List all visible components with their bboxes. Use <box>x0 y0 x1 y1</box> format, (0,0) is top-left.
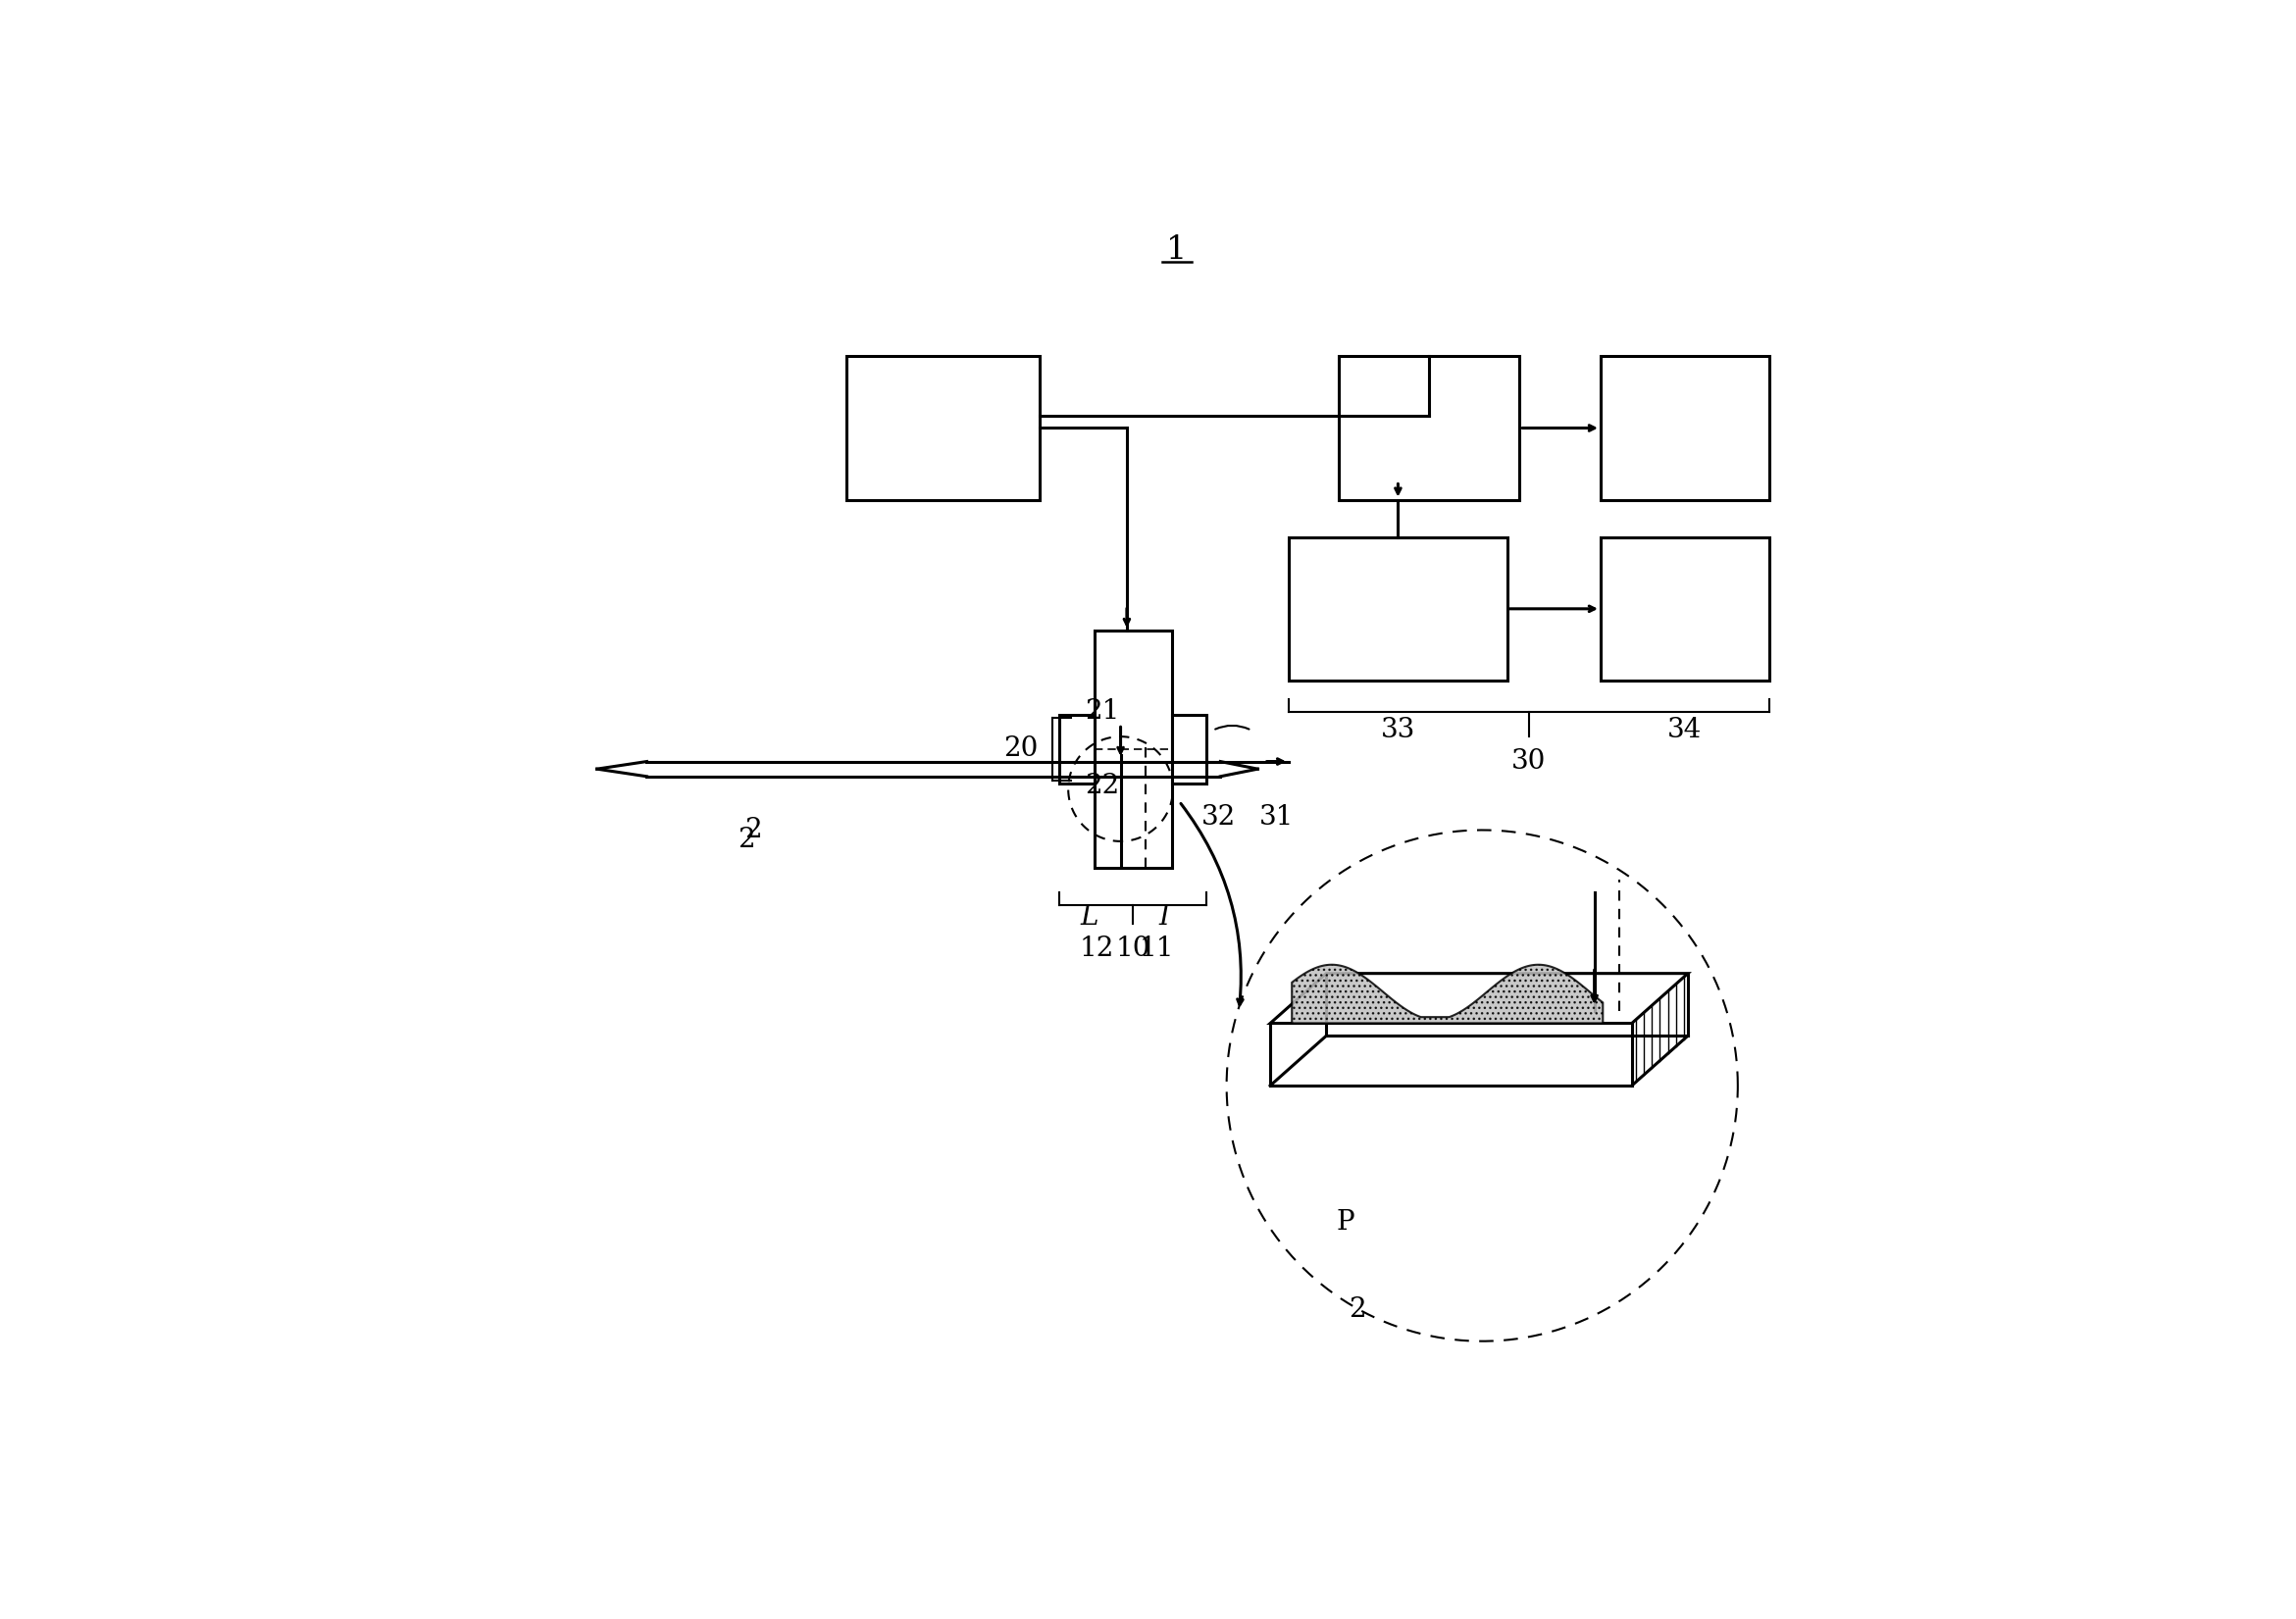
Text: 2: 2 <box>744 818 762 843</box>
Text: 30: 30 <box>1511 748 1545 776</box>
Text: 20: 20 <box>1003 735 1038 763</box>
FancyBboxPatch shape <box>1095 631 1171 868</box>
Polygon shape <box>1293 965 1603 1023</box>
Text: 33: 33 <box>1380 717 1414 743</box>
Polygon shape <box>1270 973 1688 1023</box>
FancyBboxPatch shape <box>1058 714 1095 784</box>
Text: 2: 2 <box>1348 1297 1366 1323</box>
Text: 32: 32 <box>1201 805 1235 831</box>
Text: 2: 2 <box>737 827 755 853</box>
Text: 10: 10 <box>1116 936 1150 962</box>
FancyBboxPatch shape <box>1288 538 1506 680</box>
Text: 34: 34 <box>1667 717 1701 743</box>
Text: 22: 22 <box>1084 774 1118 800</box>
Text: P: P <box>1336 1209 1355 1235</box>
Text: 12: 12 <box>1079 936 1114 962</box>
FancyBboxPatch shape <box>1600 356 1768 500</box>
FancyBboxPatch shape <box>847 356 1040 500</box>
FancyBboxPatch shape <box>1600 538 1768 680</box>
Text: L: L <box>1081 903 1097 931</box>
Text: 11: 11 <box>1139 936 1173 962</box>
FancyBboxPatch shape <box>1171 714 1208 784</box>
Text: 21: 21 <box>1084 698 1118 725</box>
Text: 1: 1 <box>1166 235 1187 266</box>
Text: I: I <box>1159 903 1169 931</box>
Text: 31: 31 <box>1258 805 1293 831</box>
FancyBboxPatch shape <box>1339 356 1520 500</box>
